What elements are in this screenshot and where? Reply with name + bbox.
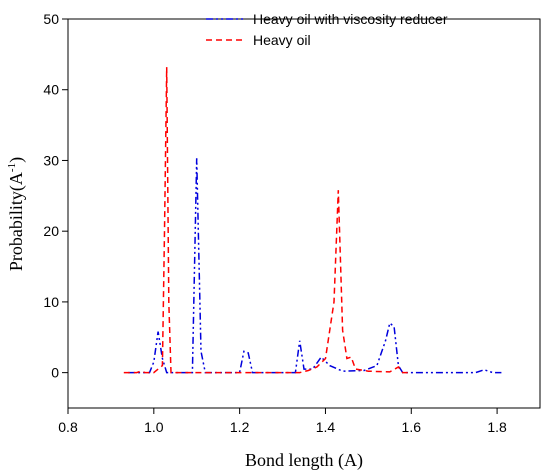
y-axis-title-main: Probability(A: [6, 172, 27, 271]
series-line-1: [123, 67, 412, 374]
legend-label-series-1: Heavy oil: [253, 32, 311, 48]
series-line-0: [128, 158, 502, 374]
y-axis-ticks: 0 10 20 30 40 50: [43, 11, 68, 381]
x-tick-label: 0.8: [58, 419, 78, 435]
x-tick-label: 1.4: [316, 419, 336, 435]
y-tick-label: 30: [43, 152, 59, 168]
x-tick-label: 1.2: [230, 419, 250, 435]
x-axis-ticks: 0.8 1.0 1.2 1.4 1.6 1.8: [58, 408, 507, 435]
legend: Heavy oil with viscosity reducer Heavy o…: [206, 11, 448, 48]
y-tick-label: 10: [43, 294, 59, 310]
y-tick-label: 20: [43, 223, 59, 239]
y-axis-title: Probability(A-1): [6, 157, 27, 271]
x-axis-title: Bond length (A): [245, 450, 363, 471]
x-tick-label: 1.8: [487, 419, 507, 435]
y-tick-label: 50: [43, 11, 59, 27]
y-tick-label: 0: [51, 365, 59, 381]
y-tick-label: 40: [43, 82, 59, 98]
y-axis-title-superscript: -1: [6, 163, 18, 172]
x-tick-label: 1.0: [144, 419, 164, 435]
plot-frame: [67, 18, 541, 409]
series-lines: [123, 67, 502, 374]
x-tick-label: 1.6: [402, 419, 422, 435]
legend-label-series-0: Heavy oil with viscosity reducer: [253, 11, 448, 27]
y-axis-title-close: ): [6, 157, 27, 163]
